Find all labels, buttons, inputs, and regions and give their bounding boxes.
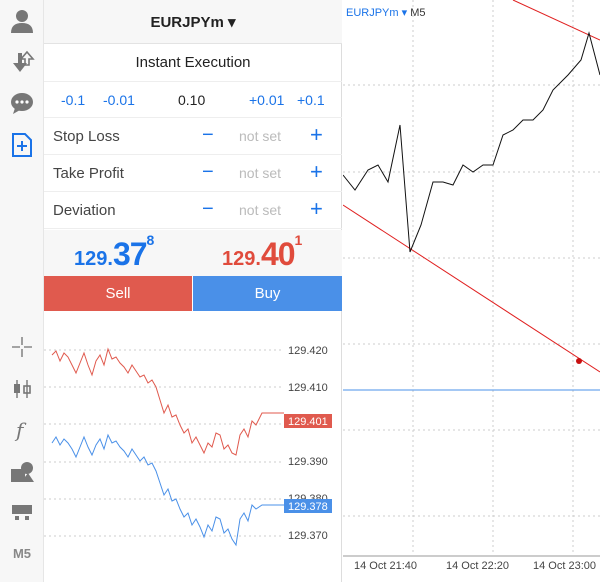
new-order-icon[interactable] <box>0 128 44 162</box>
execution-mode-selector[interactable]: Instant Execution <box>44 44 342 82</box>
bid-price-tag-label: 129.378 <box>288 501 328 513</box>
deviation-value[interactable]: not set <box>239 202 282 218</box>
account-icon[interactable] <box>0 4 44 38</box>
buy-button[interactable]: Buy <box>193 276 342 311</box>
volume-decrease-small-button[interactable]: -0.01 <box>103 92 135 108</box>
time-label: 14 Oct 23:00 <box>533 560 596 572</box>
chart-symbol[interactable]: EURJPYm ▾ <box>346 7 408 19</box>
time-axis: 14 Oct 21:40 14 Oct 22:20 14 Oct 23:00 <box>343 558 600 582</box>
bid-price-tag <box>284 499 332 513</box>
templates-icon[interactable] <box>0 495 44 529</box>
chat-icon[interactable] <box>0 86 44 120</box>
order-panel: EURJPYm ▾ Instant Execution -0.1 -0.01 0… <box>44 0 342 582</box>
bid-tick-line <box>51 433 284 547</box>
deviation-minus-button[interactable]: − <box>202 198 214 220</box>
ask-price-tag-label: 129.401 <box>288 416 328 428</box>
bid-price: 129.378 <box>74 232 154 273</box>
bid-price-prefix: 129. <box>74 248 113 270</box>
main-chart[interactable]: EURJPYm ▾ M5 14 Oct 21:40 14 Oct 22:20 1… <box>343 0 600 582</box>
ask-price-pip: 1 <box>294 231 303 248</box>
trendline-upper[interactable] <box>512 0 600 41</box>
ask-tick-line <box>51 347 284 456</box>
bid-price-pip: 8 <box>146 231 155 248</box>
chart-title: EURJPYm ▾ M5 <box>346 6 425 19</box>
indicators-icon[interactable]: f <box>0 413 44 447</box>
crosshair-icon[interactable] <box>0 330 44 364</box>
timeframe-label: M5 <box>12 545 32 561</box>
timeframe-button[interactable]: M5 <box>0 536 44 570</box>
tick-chart: 129.420 129.410 129.390 129.380 129.370 … <box>44 325 342 565</box>
trendline-lower[interactable] <box>343 204 600 373</box>
stop-loss-value[interactable]: not set <box>239 128 282 144</box>
deviation-plus-button[interactable]: + <box>310 196 323 221</box>
trade-transfer-icon[interactable] <box>0 46 44 80</box>
ask-price-tag <box>284 414 332 428</box>
stop-loss-row: Stop Loss − not set + <box>44 118 342 155</box>
deviation-row: Deviation − not set + <box>44 192 342 229</box>
ask-price-main: 40 <box>260 236 296 272</box>
main-chart-svg <box>343 0 600 557</box>
take-profit-row: Take Profit − not set + <box>44 155 342 192</box>
volume-value[interactable]: 0.10 <box>178 92 206 108</box>
price-level-label: 129.420 <box>288 345 328 357</box>
volume-increase-large-button[interactable]: +0.1 <box>297 92 325 108</box>
price-display: 129.378 129.401 <box>44 230 342 276</box>
main-chart-grid <box>343 0 600 555</box>
stop-loss-minus-button[interactable]: − <box>202 124 214 146</box>
take-profit-plus-button[interactable]: + <box>310 159 323 184</box>
bid-price-main: 37 <box>112 236 148 272</box>
candlestick-icon[interactable] <box>0 372 44 406</box>
volume-decrease-large-button[interactable]: -0.1 <box>61 92 86 108</box>
deviation-label: Deviation <box>53 202 116 219</box>
take-profit-label: Take Profit <box>53 165 124 182</box>
time-label: 14 Oct 21:40 <box>354 560 417 572</box>
ask-price-prefix: 129. <box>222 248 261 270</box>
objects-icon[interactable] <box>0 455 44 489</box>
ask-price: 129.401 <box>222 232 302 273</box>
symbol-selector[interactable]: EURJPYm ▾ <box>44 0 342 44</box>
take-profit-value[interactable]: not set <box>239 165 282 181</box>
price-level-label: 129.390 <box>288 456 328 468</box>
volume-increase-small-button[interactable]: +0.01 <box>249 92 285 108</box>
stop-loss-plus-button[interactable]: + <box>310 122 323 147</box>
price-level-label: 129.410 <box>288 382 328 394</box>
take-profit-minus-button[interactable]: − <box>202 161 214 183</box>
price-level-label: 129.370 <box>288 530 328 542</box>
symbol-label: EURJPYm ▾ <box>150 13 236 31</box>
trendline-anchor-point[interactable] <box>576 358 582 364</box>
execution-mode-label: Instant Execution <box>135 54 251 71</box>
tick-chart-svg: 129.420 129.410 129.390 129.380 129.370 … <box>44 345 332 547</box>
tick-chart-grid <box>44 349 282 537</box>
sell-button[interactable]: Sell <box>44 276 192 311</box>
time-label: 14 Oct 22:20 <box>446 560 509 572</box>
svg-text:f: f <box>14 418 27 442</box>
chart-timeframe: M5 <box>410 7 426 19</box>
price-line <box>343 31 600 253</box>
stop-loss-label: Stop Loss <box>53 128 120 145</box>
volume-row: -0.1 -0.01 0.10 +0.01 +0.1 <box>44 82 342 118</box>
left-toolbar: f M5 <box>0 0 44 582</box>
